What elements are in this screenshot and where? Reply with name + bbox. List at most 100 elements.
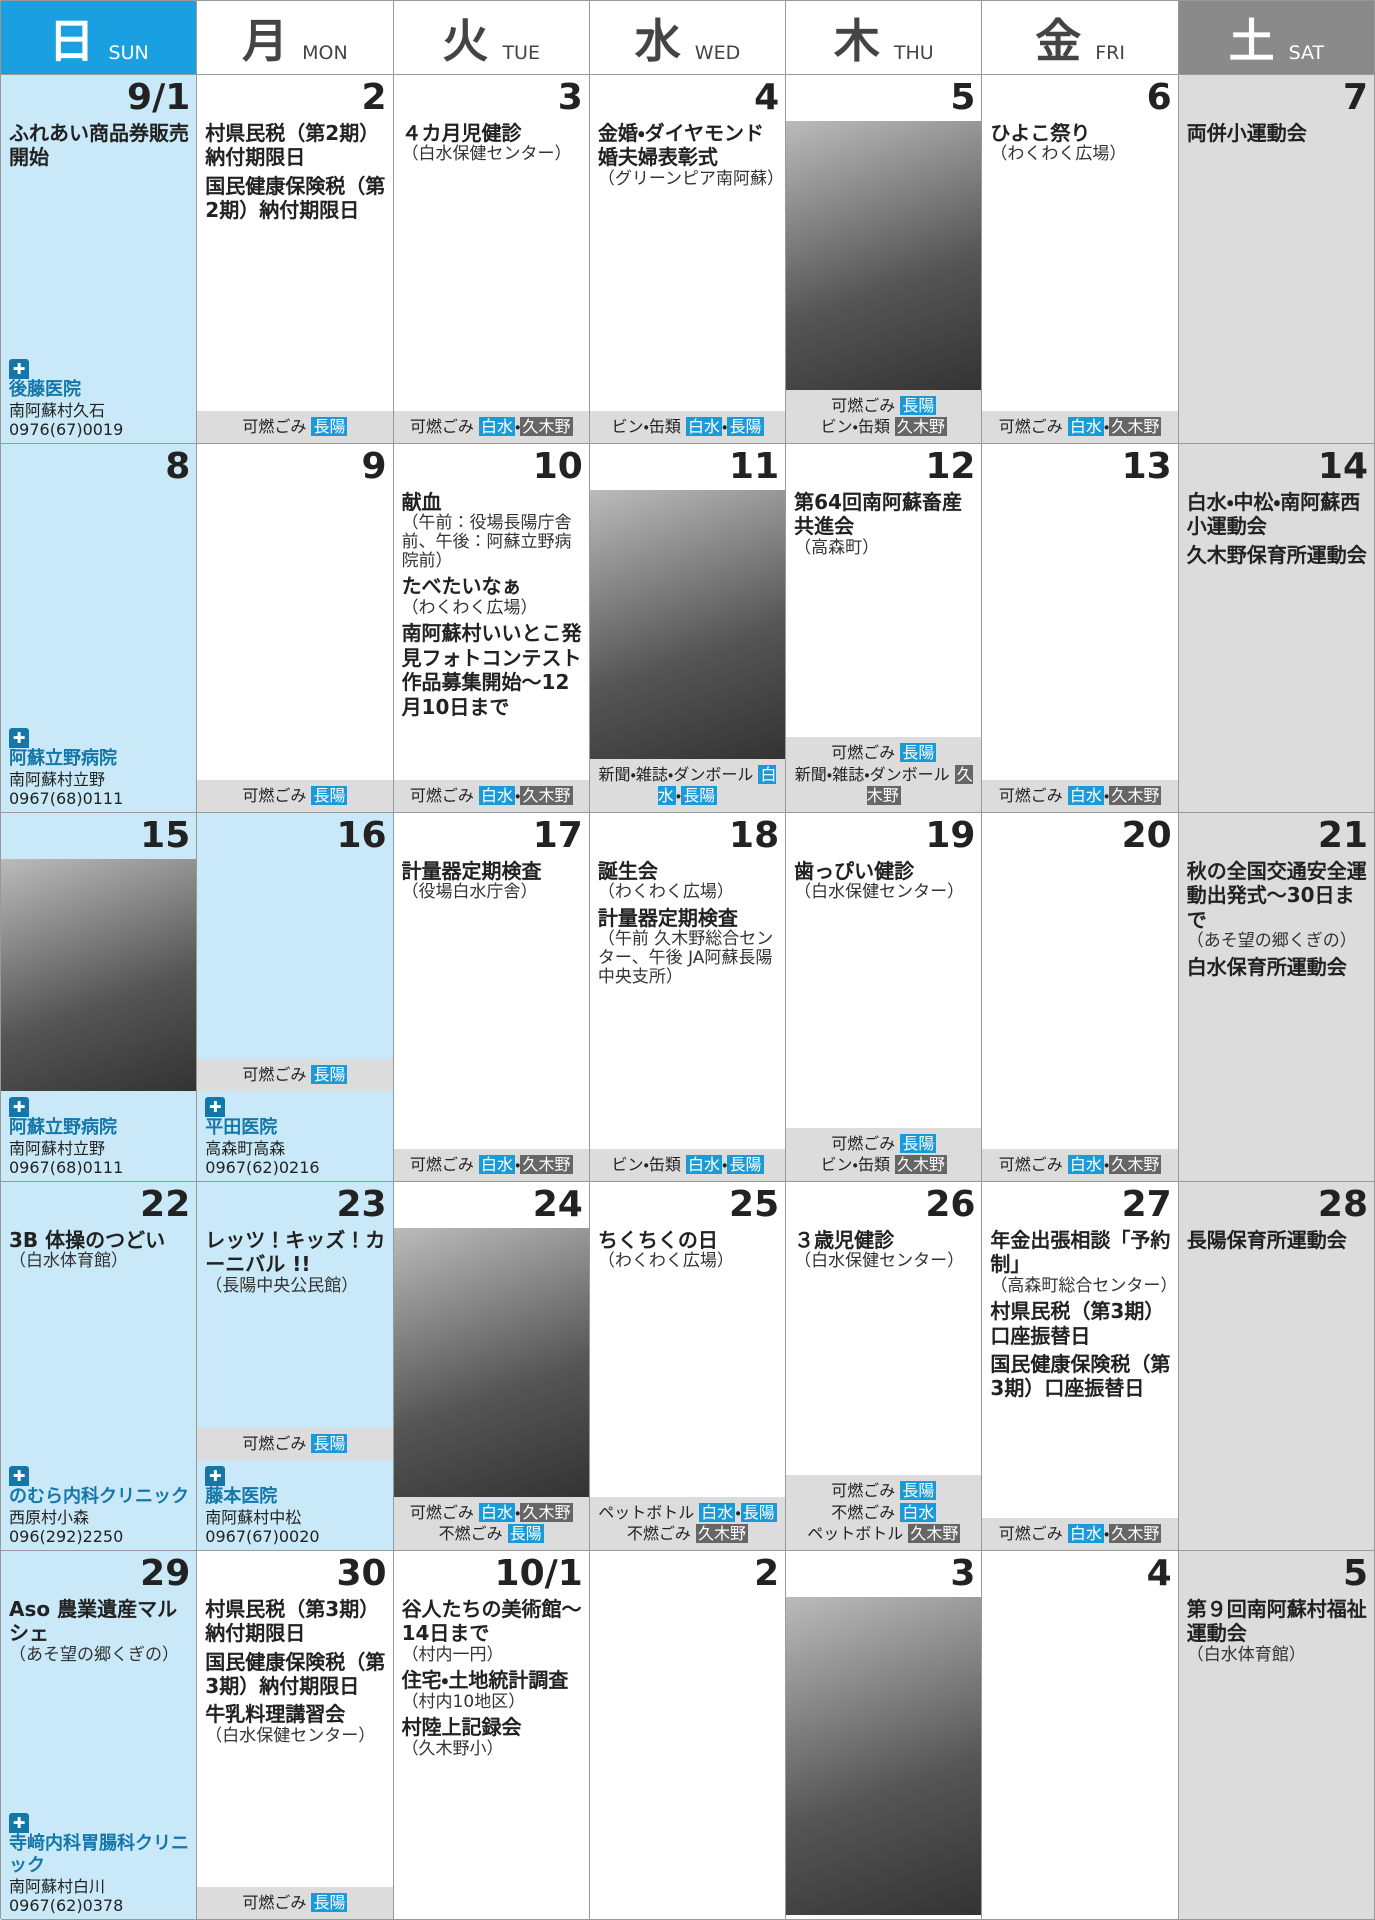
hospital-address: 南阿蘇村久石: [9, 400, 106, 420]
event: 献血 （午前：役場長陽庁舎前、午後：阿蘇立野病院前）: [402, 490, 583, 570]
area: ・: [1103, 1524, 1110, 1544]
event-title: Aso 農業遺産マルシェ: [9, 1596, 178, 1646]
event-title: 両併小運動会: [1186, 120, 1307, 145]
garbage-label: 不燃ごみ: [831, 1502, 896, 1522]
event-title: 金婚・ダイヤモンド婚夫婦表彰式: [597, 120, 765, 170]
garbage-label: 可燃ごみ: [831, 743, 896, 763]
event: 金婚・ダイヤモンド婚夫婦表彰式 （グリーンピア南阿蘇）: [597, 120, 784, 188]
date: 21: [1317, 815, 1368, 856]
event-title: 年金出張相談「予約制」: [990, 1227, 1171, 1277]
event-title: 谷人たちの美術館～14日まで: [401, 1596, 582, 1646]
garbage-label: 新聞・雑誌・ダンボール: [794, 764, 950, 784]
date: 9: [361, 446, 387, 487]
event-title: ちくちくの日: [597, 1227, 718, 1252]
event: 牛乳料理講習会 （白水保健センター）: [205, 1702, 386, 1745]
day-header: 月 MON: [197, 1, 394, 75]
event: レッツ！キッズ！カーニバル !! （長陽中央公民館）: [205, 1228, 386, 1295]
event-title: 村県民税（第3期）口座振替日: [990, 1299, 1165, 1348]
garbage-box: 可燃ごみ 長陽 不燃ごみ 白水 ペットボトル 久木野: [786, 1475, 982, 1550]
day-cell: 19 歯っぴい健診 （白水保健センター） 可燃ごみ 長陽 ビン・缶類 久木野: [786, 813, 983, 1182]
date: 10: [532, 446, 583, 487]
garbage-line: ペットボトル 白水・長陽: [594, 1502, 781, 1524]
garbage-label: 可燃ごみ: [409, 1502, 474, 1522]
garbage-label: 可燃ごみ: [409, 1155, 474, 1175]
spacer: [990, 855, 1171, 1150]
area: 長陽: [900, 395, 937, 415]
garbage-label: 可燃ごみ: [998, 1524, 1063, 1544]
spacer: [402, 164, 583, 412]
day-cell: 2 村県民税（第2期）納付期限日 国民健康保険税（第2期）納付期限日 可燃ごみ 長陽: [197, 75, 394, 444]
garbage-line: 新聞・雑誌・ダンボール 久木野: [790, 764, 977, 807]
spacer: [205, 1295, 386, 1428]
date: 24: [532, 1184, 583, 1225]
day-kanji: 土: [1228, 14, 1275, 68]
spacer: [205, 222, 386, 411]
garbage-box: 可燃ごみ 白水・久木野: [982, 1518, 1178, 1550]
event: 白水・中松・南阿蘇西小運動会: [1187, 490, 1368, 539]
garbage-line: 不燃ごみ 長陽: [398, 1523, 585, 1545]
event-note: （白水保健センター）: [205, 1725, 376, 1746]
date: 12: [925, 446, 976, 487]
date: 11: [729, 446, 780, 487]
event-title: 国民健康保険税（第3期）口座振替日: [990, 1352, 1171, 1401]
garbage-line: ビン・缶類 白水・長陽: [594, 416, 781, 438]
garbage-line: 可燃ごみ 長陽: [201, 1892, 388, 1914]
hospital-name: 後藤医院: [9, 379, 81, 401]
spacer: [1187, 145, 1368, 439]
hospital-icon: ✚: [9, 1466, 29, 1487]
area: 久木野: [1109, 786, 1162, 806]
spacer: [402, 902, 583, 1150]
event-title: 国民健康保険税（第3期）納付期限日: [205, 1649, 386, 1698]
area: 長陽: [900, 743, 937, 763]
event: 3B 体操のつどい （白水体育館）: [9, 1228, 190, 1271]
event-title: 秋の全国交通安全運動出発式～30日まで: [1186, 858, 1367, 932]
event: 計量器定期検査 （役場白水庁舎）: [402, 859, 583, 902]
date: 25: [729, 1184, 780, 1225]
hospital-address: 南阿蘇村立野: [9, 1138, 106, 1158]
date: 6: [1146, 77, 1172, 118]
event-title: 白水・中松・南阿蘇西小運動会: [1186, 489, 1361, 539]
hospital-phone: 0967(68)0111: [9, 1157, 124, 1177]
event-note: （わくわく広場）: [597, 882, 734, 903]
date: 27: [1121, 1184, 1172, 1225]
area: ・: [515, 1502, 521, 1522]
event-note: （久木野小）: [401, 1738, 504, 1759]
day-kanji: 月: [242, 14, 289, 68]
event-title: たべたいなぁ: [401, 574, 522, 599]
spacer: [598, 1271, 779, 1497]
spacer: [402, 719, 583, 781]
spacer: [9, 1664, 190, 1807]
day-en: SUN: [108, 42, 149, 64]
garbage-line: 可燃ごみ 長陽: [790, 742, 977, 764]
garbage-line: 可燃ごみ 長陽: [201, 1064, 388, 1086]
day-en: THU: [893, 42, 934, 64]
area: 久木野: [1109, 1155, 1162, 1175]
garbage-label: 可燃ごみ: [831, 395, 896, 415]
hospital: ✚ のむら内科クリニック 西原村小森 096(292)2250: [9, 1466, 190, 1546]
day-cell: 29 Aso 農業遺産マルシェ （あそ望の郷くぎの） ✚ 寺﨑内科胃腸科クリニック 南阿蘇…: [1, 1551, 198, 1920]
hospital: ✚ 後藤医院 南阿蘇村久石 0976(67)0019: [9, 359, 190, 439]
hospital-address: 南阿蘇村立野: [9, 769, 106, 789]
date: 30: [336, 1553, 387, 1594]
day-cell: 20 可燃ごみ 白水・久木野: [982, 813, 1179, 1182]
photo: [393, 1227, 589, 1497]
garbage-box: 可燃ごみ 白水・久木野: [982, 780, 1178, 812]
garbage-label: 可燃ごみ: [242, 1893, 307, 1913]
area: 久木野: [1109, 417, 1162, 437]
day-en: MON: [302, 42, 348, 64]
garbage-label: 可燃ごみ: [831, 1133, 896, 1153]
day-cell: 10 献血 （午前：役場長陽庁舎前、午後：阿蘇立野病院前） たべたいなぁ （わくわく広場…: [393, 444, 590, 813]
area: 長陽: [727, 417, 764, 437]
day-cell: 4: [982, 1551, 1179, 1920]
garbage-label: ペットボトル: [807, 1524, 904, 1544]
day-cell: 5 可燃ごみ 長陽 ビン・缶類 久木野: [786, 75, 983, 444]
event-title: 久木野保育所運動会: [1186, 542, 1367, 567]
garbage-line: 可燃ごみ 長陽: [201, 416, 388, 438]
event: ちくちくの日 （わくわく広場）: [598, 1228, 779, 1271]
event-title: 第64回南阿蘇畜産共進会: [794, 489, 962, 539]
event-title: レッツ！キッズ！カーニバル !!: [205, 1227, 386, 1277]
hospital: ✚ 阿蘇立野病院 南阿蘇村立野 0967(68)0111: [9, 728, 190, 808]
garbage-label: 可燃ごみ: [409, 417, 474, 437]
event-title: 献血: [401, 489, 442, 514]
day-cell: 28 長陽保育所運動会: [1178, 1182, 1375, 1551]
